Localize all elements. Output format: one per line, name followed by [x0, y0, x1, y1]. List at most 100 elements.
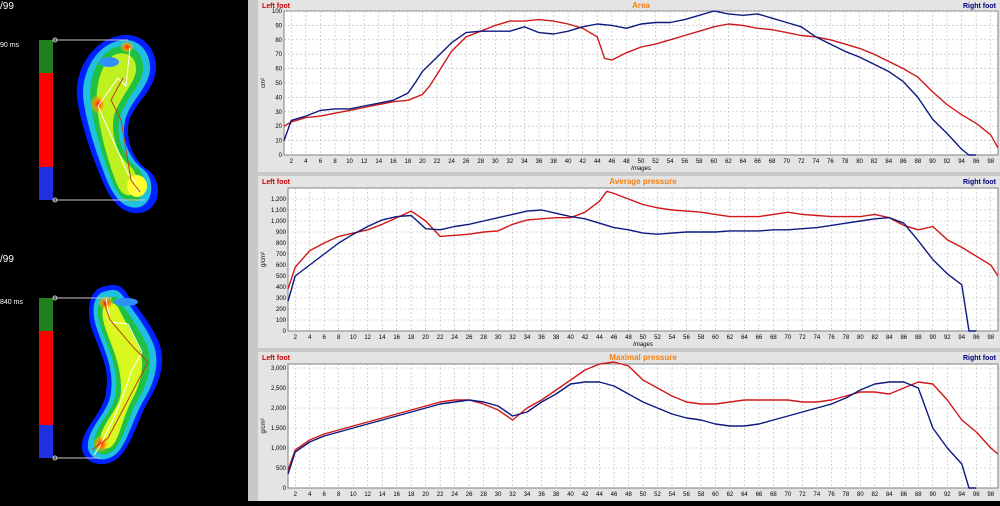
x-tick-label: 74: [813, 159, 820, 165]
x-tick-label: 76: [828, 335, 835, 341]
x-tick-label: 22: [434, 159, 441, 165]
x-tick-label: 70: [785, 492, 792, 498]
x-tick-label: 76: [827, 159, 834, 165]
pressure-map-pane: /99 90 ms /99 840 ms: [0, 0, 248, 501]
phase-segment-midstance: [39, 331, 53, 425]
x-tick-label: 36: [536, 159, 543, 165]
x-tick-label: 44: [596, 492, 603, 498]
y-tick-label: 100: [272, 9, 283, 15]
y-tick-label: 3,000: [271, 366, 287, 372]
x-tick-label: 14: [379, 492, 386, 498]
x-tick-label: 6: [323, 335, 327, 341]
x-tick-label: 40: [567, 335, 574, 341]
x-tick-label: 34: [521, 159, 528, 165]
chart-panel-average-pressure: Left foot Right foot Average pressure 0 100 2…: [258, 176, 1000, 348]
x-tick-label: 32: [509, 492, 516, 498]
x-tick-label: 98: [987, 492, 994, 498]
y-tick-label: 80: [275, 38, 282, 44]
x-tick-label: 28: [477, 159, 484, 165]
x-tick-label: 68: [770, 492, 777, 498]
x-tick-label: 6: [319, 159, 323, 165]
x-tick-label: 12: [364, 492, 371, 498]
x-tick-label: 50: [640, 492, 647, 498]
x-tick-label: 26: [466, 492, 473, 498]
x-tick-label: 58: [698, 492, 705, 498]
x-tick-label: 56: [683, 335, 690, 341]
x-tick-label: 8: [333, 159, 337, 165]
x-tick-label: 94: [958, 159, 965, 165]
phase-segment-heel: [39, 167, 53, 200]
x-tick-label: 62: [727, 492, 734, 498]
y-tick-label: 90: [275, 23, 282, 29]
x-axis-label: Images: [633, 342, 653, 348]
x-tick-label: 16: [393, 335, 400, 341]
series-line-left-foot: [287, 361, 999, 471]
x-tick-label: 8: [337, 335, 341, 341]
foot2-phase-connectors: [52, 295, 112, 461]
x-tick-label: 46: [611, 335, 618, 341]
x-tick-label: 86: [900, 159, 907, 165]
x-tick-label: 14: [379, 335, 386, 341]
phase-bar-foot2: [39, 298, 53, 458]
x-tick-label: 12: [364, 335, 371, 341]
x-tick-label: 86: [900, 335, 907, 341]
x-tick-label: 10: [350, 335, 357, 341]
x-tick-label: 78: [843, 492, 850, 498]
y-tick-label: 50: [275, 81, 282, 87]
x-tick-label: 30: [492, 159, 499, 165]
y-tick-label: 1,100: [271, 208, 287, 214]
x-tick-label: 60: [712, 335, 719, 341]
y-tick-label: 2,000: [271, 406, 287, 412]
x-tick-label: 26: [463, 159, 470, 165]
y-tick-label: 1,000: [271, 219, 287, 225]
x-tick-label: 90: [929, 159, 936, 165]
x-tick-label: 6: [323, 492, 327, 498]
x-tick-label: 32: [509, 335, 516, 341]
x-tick-label: 50: [638, 159, 645, 165]
x-tick-label: 42: [579, 159, 586, 165]
x-tick-label: 92: [944, 492, 951, 498]
x-tick-label: 54: [669, 492, 676, 498]
phase-segment-forefoot: [39, 40, 53, 73]
y-axis-label: g/cm²: [261, 252, 267, 267]
x-axis-label: Images: [631, 166, 651, 172]
foot2-duration: 840 ms: [0, 299, 23, 306]
x-tick-label: 30: [495, 492, 502, 498]
x-tick-label: 70: [785, 335, 792, 341]
x-tick-label: 74: [814, 335, 821, 341]
x-tick-label: 4: [308, 335, 312, 341]
phase-segment-forefoot: [39, 298, 53, 331]
x-tick-label: 24: [451, 335, 458, 341]
x-tick-label: 66: [754, 159, 761, 165]
legend-left-foot: Left foot: [262, 3, 291, 10]
x-tick-label: 80: [857, 492, 864, 498]
x-tick-label: 20: [419, 159, 426, 165]
x-tick-label: 96: [973, 492, 980, 498]
x-tick-label: 86: [900, 492, 907, 498]
x-tick-label: 26: [466, 335, 473, 341]
x-tick-label: 84: [886, 335, 893, 341]
legend-right-foot: Right foot: [963, 355, 997, 362]
y-tick-label: 1,200: [271, 197, 287, 203]
x-tick-label: 24: [451, 492, 458, 498]
x-tick-label: 20: [422, 335, 429, 341]
x-tick-label: 60: [711, 159, 718, 165]
x-tick-label: 88: [915, 335, 922, 341]
x-tick-label: 38: [550, 159, 557, 165]
area-chart: Left foot Right foot Area 0 10 20 30 40 50 60 70 80…: [261, 1, 999, 172]
foot1-duration: 90 ms: [0, 42, 20, 49]
x-tick-label: 8: [337, 492, 341, 498]
x-tick-label: 82: [871, 159, 878, 165]
x-tick-label: 96: [973, 159, 980, 165]
x-tick-label: 24: [448, 159, 455, 165]
x-tick-label: 20: [422, 492, 429, 498]
y-tick-label: 300: [276, 296, 287, 302]
x-tick-label: 28: [480, 335, 487, 341]
x-tick-label: 16: [390, 159, 397, 165]
x-tick-label: 90: [929, 335, 936, 341]
x-tick-label: 44: [596, 335, 603, 341]
y-tick-label: 1,000: [271, 446, 287, 452]
foot1-pressure-map: [76, 34, 159, 214]
y-tick-label: 600: [276, 263, 287, 269]
x-tick-label: 90: [929, 492, 936, 498]
